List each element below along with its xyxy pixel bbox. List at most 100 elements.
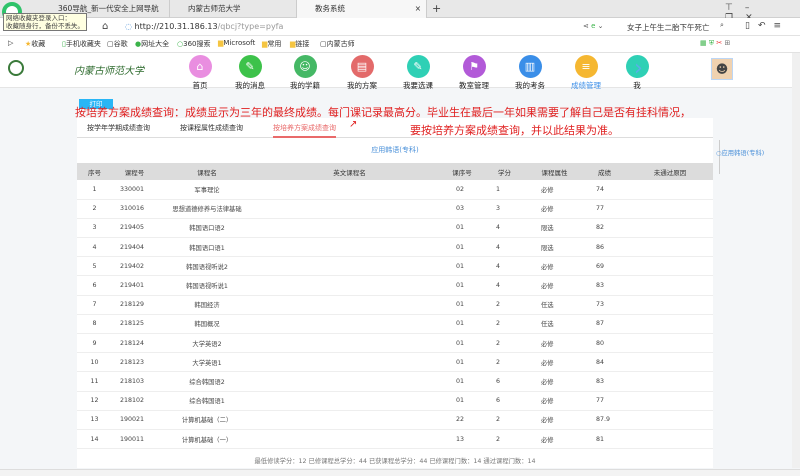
tab-by-term[interactable]: 按学年学期成绩查询: [87, 124, 150, 132]
table-cell: 218124: [112, 333, 157, 354]
nav-item[interactable]: ▤ 我的方案: [337, 55, 387, 91]
table-cell: 218103: [112, 371, 157, 392]
query-tabs: 按学年学期成绩查询 按课程属性成绩查询 按培养方案成绩查询 ↗ 要按培养方案成绩…: [77, 118, 713, 138]
nav-item[interactable]: ☺ 我的学籍: [280, 55, 330, 91]
table-cell: 4: [482, 237, 527, 258]
nav-item[interactable]: 我: [612, 55, 662, 91]
print-button[interactable]: 打印: [79, 99, 113, 109]
table-cell: 大学英语2: [157, 333, 257, 354]
column-header[interactable]: 课程号: [112, 163, 157, 180]
bookmark-item[interactable]: ★收藏: [25, 40, 46, 48]
tab-by-program[interactable]: 按培养方案成绩查询: [273, 123, 336, 138]
table-cell: 77: [582, 199, 627, 219]
nav-next-arrow[interactable]: ›: [634, 56, 643, 81]
table-cell: 6: [482, 391, 527, 411]
table-cell: 8: [77, 314, 112, 335]
browser-tab-active[interactable]: 教务系统 ×: [297, 0, 427, 18]
table-cell: 综合韩国语1: [157, 391, 257, 411]
table-cell: 必修: [527, 180, 582, 200]
table-cell: 韩国经济: [157, 295, 257, 315]
table-cell: 01: [442, 295, 482, 315]
table-row: 4 219404 韩国语口语1 01 4 限选 86: [77, 237, 713, 258]
column-header[interactable]: 成绩: [582, 163, 627, 180]
search-input[interactable]: 女子上午生二胎下午死亡: [627, 23, 710, 32]
table-cell: 2: [77, 199, 112, 219]
table-cell: 6: [77, 275, 112, 296]
tab-by-attribute[interactable]: 按课程属性成绩查询: [180, 124, 243, 132]
scrollbar[interactable]: [792, 53, 800, 468]
table-cell: 3: [482, 199, 527, 219]
bookmark-item[interactable]: ▆Microsoft: [218, 39, 256, 47]
bookmark-item[interactable]: ▢内蒙古师: [320, 40, 355, 48]
extension-icons[interactable]: ▦ ⛨ ✂ ⊞: [700, 39, 731, 47]
clipboard-icon: ▤: [350, 55, 374, 78]
bookmark-item[interactable]: ▯手机收藏夹: [62, 40, 101, 48]
table-cell: [257, 410, 442, 430]
nav-item[interactable]: ≡ 成绩管理: [561, 55, 611, 91]
table-cell: 9: [77, 333, 112, 354]
table-cell: 219401: [112, 275, 157, 296]
nav-item[interactable]: ✎ 我要选课: [393, 55, 443, 91]
table-cell: 219405: [112, 218, 157, 239]
table-cell: [627, 295, 713, 315]
avatar[interactable]: ☻: [711, 58, 733, 80]
table-cell: 87: [582, 314, 627, 335]
search-icon[interactable]: ⌕: [720, 21, 724, 29]
table-cell: [627, 180, 713, 200]
bookmark-item[interactable]: ○360搜索: [177, 40, 211, 48]
table-cell: [627, 275, 713, 296]
column-header[interactable]: 未通过原因: [627, 163, 713, 180]
column-header[interactable]: 课程属性: [527, 163, 582, 180]
share-icon[interactable]: ⋖ e ⌄: [583, 22, 604, 30]
url-input[interactable]: ◌ http://210.31.186.13/qbcj?type=pyfa: [125, 22, 284, 31]
table-cell: 73: [582, 295, 627, 315]
column-header[interactable]: 英文课程名: [257, 163, 442, 180]
table-cell: 01: [442, 237, 482, 258]
table-cell: 01: [442, 352, 482, 373]
table-row: 12 218102 综合韩国语1 01 6 必修 77: [77, 391, 713, 411]
table-cell: 2: [482, 314, 527, 335]
table-cell: 计算机基础（一）: [157, 429, 257, 450]
side-program-link[interactable]: ○应用韩语(专科): [716, 150, 765, 157]
table-cell: 思想道德修养与法律基础: [157, 199, 257, 219]
sidebar-toggle-icon[interactable]: ▷: [8, 39, 14, 47]
new-tab-button[interactable]: +: [432, 2, 442, 15]
table-cell: [257, 295, 442, 315]
table-cell: [627, 314, 713, 335]
table-row: 5 219402 韩国语视听说2 01 4 必修 69: [77, 256, 713, 277]
annotation-arrow: ↗: [349, 119, 358, 130]
table-row: 14 190011 计算机基础（一） 13 2 必修 81: [77, 429, 713, 450]
annotation-text: 按培养方案成绩查询：成绩显示为三年的最终成绩。每门课记录最高分。毕业生在最后一年…: [75, 106, 691, 119]
home-icon[interactable]: ⌂: [102, 21, 109, 32]
bookmark-item[interactable]: ▆常用: [262, 40, 282, 48]
column-header[interactable]: 课序号: [442, 163, 482, 180]
message-icon: ✎: [238, 55, 262, 78]
bookmark-item[interactable]: ▆链接: [290, 40, 310, 48]
table-cell: 2: [482, 295, 527, 315]
close-tab-icon[interactable]: ×: [414, 4, 421, 13]
table-cell: 74: [582, 180, 627, 200]
browser-tab[interactable]: 内蒙古师范大学: [170, 0, 297, 18]
table-cell: 计算机基础（二）: [157, 410, 257, 430]
browser-tab[interactable]: 360导航_新一代安全上网导航: [40, 0, 170, 18]
column-header[interactable]: 课程名: [157, 163, 257, 180]
column-header[interactable]: 序号: [77, 163, 112, 180]
table-cell: 01: [442, 218, 482, 239]
bookmark-item[interactable]: ▢谷歌: [107, 40, 128, 48]
toolbar-icons[interactable]: ▯↶≡: [745, 21, 790, 31]
table-cell: 必修: [527, 391, 582, 411]
bookmark-item[interactable]: ●网址大全: [135, 40, 170, 48]
program-title: 应用韩语(专科): [371, 146, 419, 154]
table-cell: 必修: [527, 371, 582, 392]
column-header[interactable]: 学分: [482, 163, 527, 180]
nav-item[interactable]: ⌂ 首页: [175, 55, 225, 91]
university-name: 内蒙古师范大学: [74, 66, 144, 77]
nav-item[interactable]: ▥ 我的考务: [505, 55, 555, 91]
table-cell: [257, 180, 442, 200]
table-cell: 218102: [112, 391, 157, 411]
nav-item[interactable]: ⚑ 教室管理: [449, 55, 499, 91]
side-timeline: [719, 140, 720, 174]
nav-item[interactable]: ✎ 我的消息: [225, 55, 275, 91]
table-cell: 13: [442, 429, 482, 450]
partial-icon: [625, 55, 649, 78]
